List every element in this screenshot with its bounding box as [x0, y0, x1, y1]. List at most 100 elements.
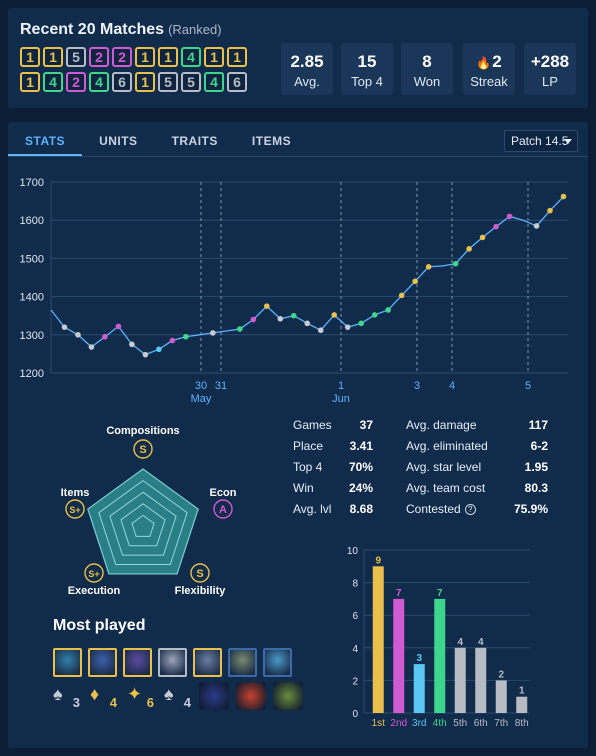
y-tick-label: 0: [352, 709, 358, 720]
y-tick-label: 4: [352, 644, 358, 655]
placement-chip: 1: [43, 47, 63, 67]
placement-chip: 4: [89, 72, 109, 92]
y-tick-label: 2: [352, 676, 358, 687]
summary-label: Streak: [470, 74, 508, 89]
lp-point: [237, 326, 243, 332]
lp-point: [385, 307, 391, 313]
placement-bar: [393, 598, 405, 713]
placement-chip: 4: [43, 72, 63, 92]
help-icon[interactable]: ?: [464, 504, 476, 516]
radar-axis-label: Compositions: [106, 425, 179, 437]
trait-icon[interactable]: ♦ 4: [88, 682, 118, 710]
y-tick-label: 6: [352, 611, 358, 622]
champion-portrait[interactable]: [228, 648, 257, 677]
grade-label: S+: [69, 505, 80, 515]
lp-point: [452, 260, 459, 267]
y-tick-label: 1400: [20, 292, 44, 304]
tab-bar: STATS UNITS TRAITS ITEMS: [8, 122, 308, 156]
trait-count: 4: [183, 695, 191, 710]
x-tick-label: 2nd: [390, 718, 407, 729]
lp-point: [88, 344, 95, 350]
stats-card: STATS UNITS TRAITS ITEMS Patch 14.5 1700 160…: [8, 122, 588, 748]
summary-value: 2.85: [290, 52, 324, 71]
lp-point: [263, 303, 270, 309]
recent-matches-title: Recent 20 Matches (Ranked): [20, 21, 222, 38]
champion-portrait[interactable]: [193, 648, 222, 677]
y-tick-label: 1500: [20, 253, 44, 265]
stat-label: Win: [293, 481, 314, 495]
tab-stats[interactable]: STATS: [8, 122, 83, 156]
champion-portrait[interactable]: [263, 648, 292, 677]
stat-row: Place 3.41: [293, 439, 383, 455]
placement-distribution-chart: 10 8 6 4 2 0 9 1st 7 2nd 3 3rd 7 4th 4 5th 4 6th 2 7th 1 8th: [347, 546, 530, 729]
placement-chip: 1: [135, 72, 155, 92]
radar-ring: [131, 514, 155, 537]
bar-value-label: 1: [519, 686, 525, 697]
stat-row: Avg. team cost 80.3: [406, 481, 548, 497]
x-tick-label: 1st: [372, 718, 386, 729]
stat-label: Top 4: [293, 460, 323, 474]
champion-portrait[interactable]: [53, 648, 82, 677]
radar-ring: [109, 491, 177, 556]
performance-radar: Compositions S Econ A Flexibility S Execution S…: [61, 425, 237, 597]
item-icon[interactable]: [236, 682, 266, 710]
y-tick-label: 1700: [20, 177, 44, 189]
stat-label: Avg. damage: [406, 418, 477, 432]
summary-lp: +288 LP: [524, 43, 576, 95]
ranked-label: (Ranked): [168, 22, 222, 37]
lp-point: [533, 223, 540, 229]
lp-point: [304, 320, 311, 327]
lp-point: [290, 312, 297, 319]
y-tick-label: 8: [352, 579, 358, 590]
grade-badge: [65, 499, 85, 519]
placement-chip: 5: [181, 72, 201, 92]
champion-portrait[interactable]: [123, 648, 152, 677]
placement-chip: 6: [227, 72, 247, 92]
placement-chip: 1: [227, 47, 247, 67]
most-played-title: Most played: [53, 617, 146, 634]
trait-icon[interactable]: ♠ 3: [51, 682, 81, 710]
item-icon[interactable]: [273, 682, 303, 710]
grade-badge: [190, 563, 210, 583]
patch-select[interactable]: Patch 14.5: [504, 130, 578, 152]
radar-ring: [120, 503, 166, 547]
x-tick-label: 31: [215, 380, 227, 392]
y-tick-label: 1600: [20, 215, 44, 227]
tab-units[interactable]: UNITS: [99, 134, 138, 148]
trait-count: 6: [146, 695, 154, 710]
lp-point: [560, 193, 567, 200]
radar-axis-label: Items: [61, 487, 90, 499]
item-icon[interactable]: [199, 682, 229, 710]
lp-point: [156, 346, 162, 353]
tab-items[interactable]: ITEMS: [251, 134, 292, 148]
stat-row: Avg. eliminated 6-2: [406, 439, 548, 455]
stat-value: 3.41: [349, 439, 373, 453]
lp-point: [331, 312, 338, 318]
trait-icon[interactable]: ✦ 6: [125, 682, 155, 710]
champion-portrait[interactable]: [158, 648, 187, 677]
summary-value: 8: [422, 52, 432, 71]
stat-value: 8.68: [349, 502, 373, 516]
bar-value-label: 4: [478, 637, 484, 648]
lp-point: [412, 278, 418, 285]
stat-row: Avg. star level 1.95: [406, 460, 548, 476]
stat-value: 70%: [348, 460, 373, 474]
y-tick-label: 1300: [20, 330, 44, 342]
x-tick-label: 5th: [453, 718, 467, 729]
lp-point: [371, 312, 378, 318]
grade-label: S+: [88, 569, 99, 579]
stat-label: Games: [293, 418, 332, 432]
tab-traits[interactable]: TRAITS: [171, 134, 218, 148]
bar-value-label: 7: [396, 588, 402, 599]
stat-row: Avg. lvl 8.68: [293, 502, 383, 518]
trait-count: 4: [109, 695, 117, 710]
placement-bar: [454, 647, 466, 713]
lp-point: [61, 324, 68, 330]
stat-row: Top 4 70%: [293, 460, 383, 476]
placement-chip: 1: [158, 47, 178, 67]
trait-icon[interactable]: ♠ 4: [162, 682, 192, 710]
champion-portrait[interactable]: [88, 648, 117, 677]
grade-badge: [213, 499, 233, 519]
